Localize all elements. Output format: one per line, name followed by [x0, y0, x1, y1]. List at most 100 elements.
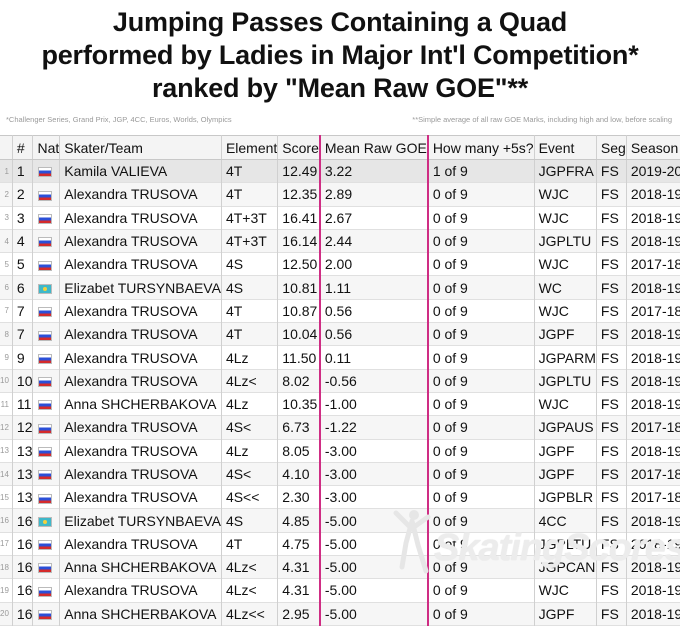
row-index: 5	[0, 252, 13, 276]
russia-flag-icon	[38, 214, 53, 225]
plus-fives-cell: 0 of 9	[427, 369, 535, 393]
table-row[interactable]: 17 16 Alexandra TRUSOVA 4T 4.75 -5.00 0 of 9 JG…	[0, 532, 680, 556]
element-cell: 4Lz	[221, 345, 279, 370]
score-cell: 8.02	[277, 369, 321, 393]
skater-cell: Anna SHCHERBAKOVA	[59, 602, 222, 626]
season-cell: 2018-19	[626, 508, 680, 533]
row-index: 15	[0, 485, 13, 509]
seg-cell: FS	[596, 485, 627, 509]
russia-flag-icon	[38, 563, 53, 574]
skater-cell: Alexandra TRUSOVA	[59, 415, 222, 440]
title-line-1: Jumping Passes Containing a Quad	[112, 7, 568, 37]
score-cell: 4.31	[277, 578, 321, 603]
rank-cell: 16	[12, 508, 34, 533]
mean-raw-goe-cell: -1.22	[318, 415, 429, 440]
rank-cell: 4	[12, 229, 34, 253]
rank-cell: 13	[12, 485, 34, 509]
table-row[interactable]: 10 10 Alexandra TRUSOVA 4Lz< 8.02 -0.56 0 of 9…	[0, 369, 680, 393]
seg-cell: FS	[596, 439, 627, 463]
footnotes: *Challenger Series, Grand Prix, JGP, 4CC…	[0, 115, 680, 129]
season-cell: 2017-18	[626, 299, 680, 323]
table-row[interactable]: 1 1 Kamila VALIEVA 4T 12.49 3.22 1 of 9 JGPFRA F…	[0, 159, 680, 183]
element-cell: 4S	[221, 275, 279, 300]
mean-raw-goe-cell: 1.11	[318, 275, 429, 300]
table-row[interactable]: 11 11 Anna SHCHERBAKOVA 4Lz 10.35 -1.00 0 of 9…	[0, 392, 680, 416]
column-header-event[interactable]: Event	[534, 135, 597, 160]
column-header-plus-fives[interactable]: How many +5s?	[427, 135, 535, 160]
seg-cell: FS	[596, 322, 627, 346]
table-row[interactable]: 9 9 Alexandra TRUSOVA 4Lz 11.50 0.11 0 of 9 JGP…	[0, 345, 680, 370]
russia-flag-icon	[38, 190, 53, 201]
russia-flag-icon	[38, 423, 53, 434]
row-index: 13	[0, 439, 13, 463]
rank-cell: 16	[12, 532, 34, 556]
plus-fives-cell: 0 of 9	[427, 485, 535, 509]
score-cell: 10.81	[277, 275, 321, 300]
row-index: 17	[0, 532, 13, 556]
season-cell: 2018-19	[626, 206, 680, 230]
row-index: 4	[0, 229, 13, 253]
skater-cell: Alexandra TRUSOVA	[59, 206, 222, 230]
seg-cell: FS	[596, 578, 627, 603]
skater-cell: Anna SHCHERBAKOVA	[59, 555, 222, 579]
column-header-skater[interactable]: Skater/Team	[59, 135, 222, 160]
table-row[interactable]: 16 16 Elizabet TURSYNBAEVA 4S 4.85 -5.00 0 of …	[0, 508, 680, 533]
event-cell: JGPF	[534, 322, 597, 346]
mean-raw-goe-cell: 2.89	[318, 182, 429, 207]
table-row[interactable]: 19 16 Alexandra TRUSOVA 4Lz< 4.31 -5.00 0 of 9…	[0, 578, 680, 603]
table-row[interactable]: 15 13 Alexandra TRUSOVA 4S<< 2.30 -3.00 0 of 9…	[0, 485, 680, 509]
score-cell: 16.14	[277, 229, 321, 253]
skater-cell: Alexandra TRUSOVA	[59, 532, 222, 556]
table-row[interactable]: 2 2 Alexandra TRUSOVA 4T 12.35 2.89 0 of 9 WJC F…	[0, 182, 680, 207]
seg-cell: FS	[596, 159, 627, 183]
plus-fives-cell: 0 of 9	[427, 555, 535, 579]
event-cell: WJC	[534, 392, 597, 416]
column-header-nat[interactable]: Nat	[32, 135, 61, 160]
nat-cell	[32, 602, 61, 626]
title-line-2: performed by Ladies in Major Int'l Compe…	[41, 40, 639, 70]
seg-cell: FS	[596, 252, 627, 276]
skater-cell: Alexandra TRUSOVA	[59, 439, 222, 463]
column-header-season[interactable]: Season	[626, 135, 680, 160]
table-row[interactable]: 18 16 Anna SHCHERBAKOVA 4Lz< 4.31 -5.00 0 of 9…	[0, 555, 680, 579]
russia-flag-icon	[38, 586, 53, 597]
season-cell: 2018-19	[626, 275, 680, 300]
column-header-rank[interactable]: #	[12, 135, 34, 160]
season-cell: 2018-19	[626, 322, 680, 346]
skater-cell: Elizabet TURSYNBAEVA	[59, 275, 222, 300]
column-header-mean-raw-goe[interactable]: Mean Raw GOE	[318, 135, 429, 160]
column-header-element[interactable]: Element	[221, 135, 279, 160]
table-row[interactable]: 20 16 Anna SHCHERBAKOVA 4Lz<< 2.95 -5.00 0 of …	[0, 602, 680, 626]
russia-flag-icon	[38, 493, 53, 504]
mean-raw-goe-cell: 2.00	[318, 252, 429, 276]
column-header-seg[interactable]: Seg	[596, 135, 627, 160]
score-cell: 4.10	[277, 462, 321, 486]
plus-fives-cell: 0 of 9	[427, 508, 535, 533]
season-cell: 2018-19	[626, 555, 680, 579]
footnote-competitions: *Challenger Series, Grand Prix, JGP, 4CC…	[6, 115, 232, 124]
table-row[interactable]: 8 7 Alexandra TRUSOVA 4T 10.04 0.56 0 of 9 JGPF…	[0, 322, 680, 346]
season-cell: 2018-19	[626, 229, 680, 253]
element-cell: 4T+3T	[221, 206, 279, 230]
skater-cell: Alexandra TRUSOVA	[59, 252, 222, 276]
element-cell: 4Lz	[221, 439, 279, 463]
plus-fives-cell: 0 of 9	[427, 578, 535, 603]
season-cell: 2017-18	[626, 485, 680, 509]
nat-cell	[32, 345, 61, 370]
column-header-score[interactable]: Score	[277, 135, 321, 160]
event-cell: JGPARM	[534, 345, 597, 370]
nat-cell	[32, 299, 61, 323]
season-cell: 2018-19	[626, 578, 680, 603]
rank-cell: 10	[12, 369, 34, 393]
russia-flag-icon	[38, 447, 53, 457]
seg-cell: FS	[596, 555, 627, 579]
table-row[interactable]: 5 5 Alexandra TRUSOVA 4S 12.50 2.00 0 of 9 WJC F…	[0, 252, 680, 276]
seg-cell: FS	[596, 532, 627, 556]
table-row[interactable]: 7 7 Alexandra TRUSOVA 4T 10.87 0.56 0 of 9 WJC F…	[0, 299, 680, 323]
